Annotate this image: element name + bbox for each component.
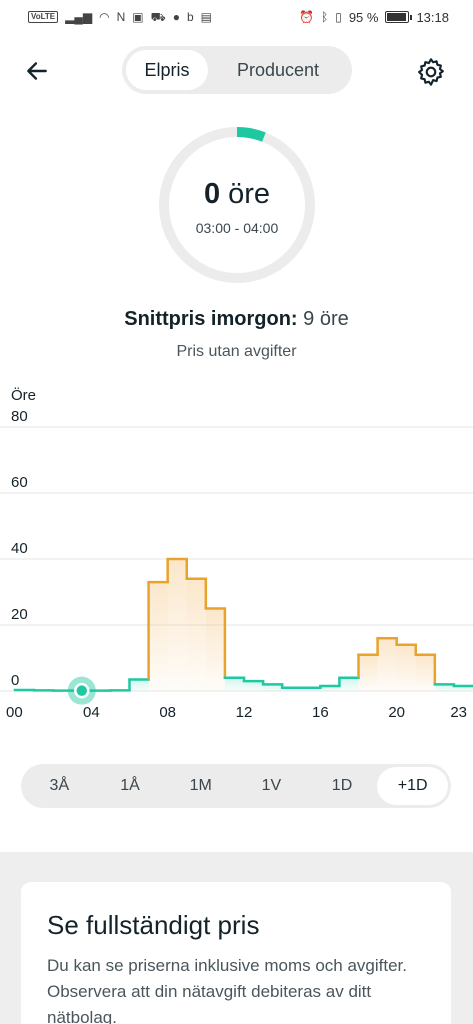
back-button[interactable] bbox=[18, 52, 56, 90]
y-axis-label: Öre bbox=[11, 386, 36, 404]
price-bar-fill bbox=[453, 686, 473, 691]
price-bar-fill bbox=[320, 686, 340, 691]
current-time-range: 03:00 - 04:00 bbox=[195, 220, 279, 236]
price-bar-fill bbox=[263, 684, 283, 691]
status-bar-right: ⏰ ᛒ ▯ 95 % 13:18 bbox=[299, 10, 449, 25]
x-tick-label: 00 bbox=[6, 704, 23, 720]
price-note: Pris utan avgifter bbox=[176, 343, 297, 360]
y-tick-label: 80 bbox=[11, 408, 28, 425]
selected-hour-marker bbox=[74, 682, 90, 699]
x-tick-label: 23 bbox=[450, 704, 467, 720]
price-bar-fill bbox=[301, 687, 321, 691]
notification-icon: ▣ bbox=[132, 10, 144, 24]
car-icon: ⛟ bbox=[150, 10, 166, 24]
range-selector: 3Å 1Å 1M 1V 1D +1D bbox=[21, 764, 451, 808]
tab-elpris[interactable]: Elpris bbox=[126, 50, 208, 90]
gear-icon bbox=[418, 58, 444, 86]
facebook-icon: ● bbox=[172, 10, 180, 24]
vibrate-icon: ▯ bbox=[335, 10, 342, 24]
range-button-5[interactable]: +1D bbox=[377, 767, 449, 805]
bluetooth-icon: ᛒ bbox=[321, 10, 329, 24]
b-icon: b bbox=[186, 10, 194, 24]
x-tick-label: 04 bbox=[83, 704, 100, 720]
volte-icon: VoLTE bbox=[28, 11, 59, 23]
range-button-0[interactable]: 3Å bbox=[49, 777, 70, 794]
status-bar-left: VoLTE ▂▄▆ ◠ N ▣ ⛟ ● b ▤ bbox=[28, 11, 212, 23]
range-button-2[interactable]: 1M bbox=[189, 777, 212, 794]
y-tick-label: 60 bbox=[11, 474, 28, 491]
price-chart[interactable]: Öre 80 60 40 20 0 00 04 08 12 16 20 23 bbox=[0, 380, 473, 721]
wifi-icon: ◠ bbox=[99, 10, 110, 24]
card-title: Se fullständigt pris bbox=[47, 910, 260, 940]
price-bar-fill bbox=[358, 654, 378, 691]
average-price-value: 9 öre bbox=[303, 308, 349, 330]
battery-percent: 95 % bbox=[348, 9, 379, 25]
gauge-ring bbox=[159, 127, 315, 283]
range-button-1[interactable]: 1Å bbox=[120, 777, 140, 794]
range-button-3[interactable]: 1V bbox=[261, 777, 282, 794]
price-gauge: 0 öre 03:00 - 04:00 bbox=[158, 126, 316, 284]
price-bar-fill bbox=[167, 559, 187, 691]
price-bar-fill bbox=[339, 677, 359, 691]
price-bar-fill bbox=[129, 679, 149, 691]
app-icon: ▤ bbox=[200, 10, 213, 24]
signal-icon: ▂▄▆ bbox=[65, 10, 93, 24]
y-tick-label: 0 bbox=[11, 672, 19, 689]
price-bar-fill bbox=[244, 681, 264, 691]
tab-producent[interactable]: Producent bbox=[236, 59, 320, 80]
price-bar-fill bbox=[205, 608, 225, 691]
price-bar-fill bbox=[282, 687, 302, 691]
x-tick-label: 20 bbox=[388, 704, 405, 720]
price-bar-fill bbox=[396, 644, 416, 691]
x-tick-label: 08 bbox=[159, 704, 176, 720]
nfc-icon: N bbox=[116, 10, 126, 24]
status-bar: VoLTE ▂▄▆ ◠ N ▣ ⛟ ● b ▤ ⏰ ᛒ ▯ 95 % 13:18 bbox=[0, 0, 473, 34]
y-tick-label: 40 bbox=[11, 540, 28, 557]
price-bar-fill bbox=[148, 582, 168, 691]
x-tick-label: 16 bbox=[312, 704, 329, 720]
clock: 13:18 bbox=[416, 9, 449, 25]
full-price-card[interactable]: Se fullständigt pris Du kan se priserna … bbox=[21, 882, 451, 1024]
alarm-icon: ⏰ bbox=[299, 10, 314, 24]
y-tick-label: 20 bbox=[11, 606, 28, 623]
average-price: Snittpris imorgon: 9 öre bbox=[0, 308, 473, 331]
x-tick-label: 12 bbox=[236, 704, 253, 720]
current-price-value: 0 bbox=[203, 178, 221, 210]
view-switcher: Elpris Producent bbox=[122, 46, 352, 94]
current-price-unit: öre bbox=[228, 178, 271, 210]
settings-button[interactable] bbox=[411, 52, 451, 92]
current-price: 0 öre bbox=[158, 178, 316, 211]
price-bar-fill bbox=[415, 654, 435, 691]
average-price-label: Snittpris imorgon: bbox=[124, 308, 298, 330]
card-text: Du kan se priserna inklusive moms och av… bbox=[47, 956, 407, 1024]
price-bar-fill bbox=[434, 684, 454, 691]
arrow-left-icon bbox=[27, 62, 47, 80]
battery-icon bbox=[385, 11, 413, 23]
price-bar-fill bbox=[377, 638, 397, 691]
header: Elpris Producent bbox=[0, 44, 473, 96]
range-button-4[interactable]: 1D bbox=[331, 777, 353, 794]
gauge-progress bbox=[159, 127, 315, 283]
price-bar-fill bbox=[186, 578, 206, 691]
price-bar-fill bbox=[224, 677, 244, 691]
